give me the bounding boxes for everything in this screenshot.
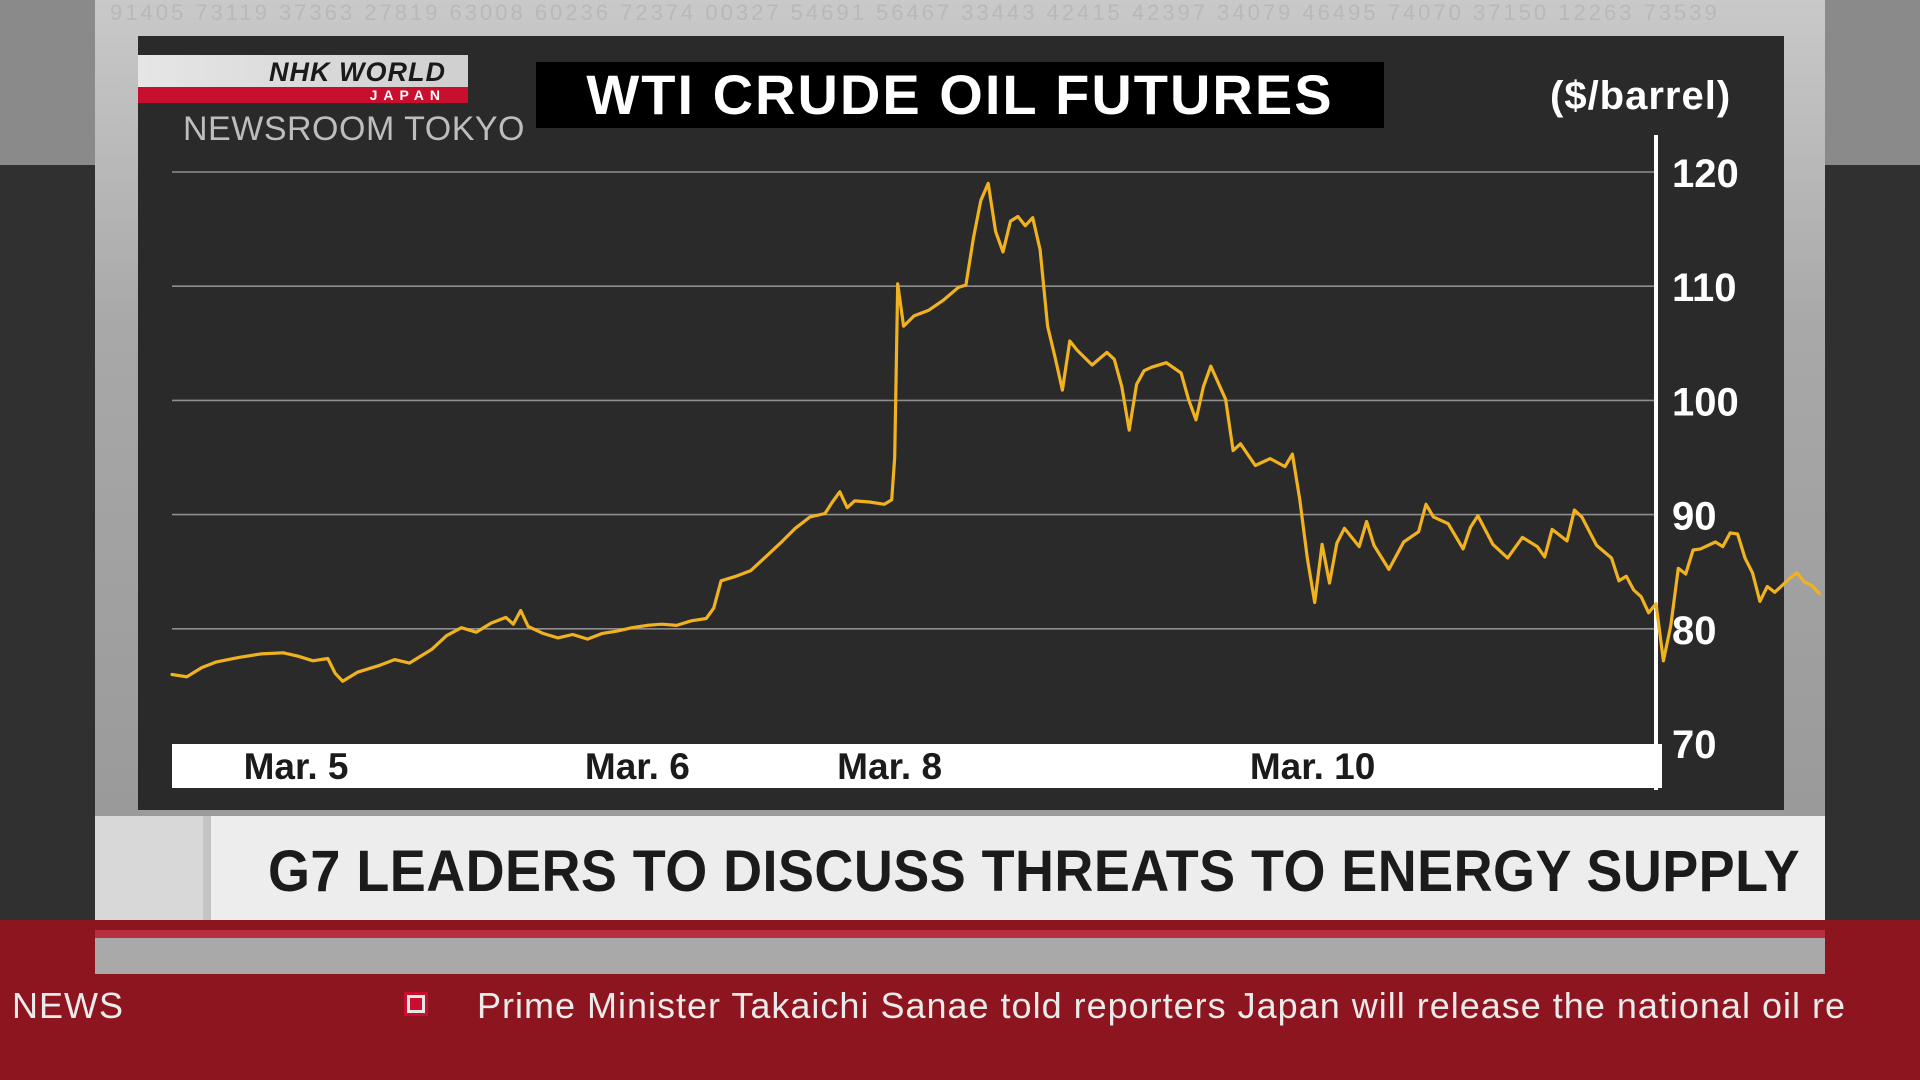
program-name: NEWSROOM TOKYO bbox=[183, 110, 526, 148]
price-line bbox=[170, 181, 1821, 683]
headline-strip bbox=[95, 816, 211, 930]
news-ticker-text: Prime Minister Takaichi Sanae told repor… bbox=[477, 985, 1846, 1026]
x-tick-label: Mar. 8 bbox=[837, 746, 942, 787]
news-bullet-icon bbox=[404, 992, 428, 1016]
x-tick-label: Mar. 6 bbox=[585, 746, 690, 787]
logo-top-band bbox=[138, 55, 468, 87]
logo-text: NHK WORLD bbox=[269, 57, 446, 87]
headline-bar bbox=[95, 816, 1825, 930]
news-ticker-band bbox=[95, 938, 1825, 974]
news-bullet-dot bbox=[410, 998, 422, 1010]
y-tick-label: 120 bbox=[1672, 152, 1739, 196]
y-tick-label: 110 bbox=[1672, 266, 1737, 310]
x-tick-label: Mar. 5 bbox=[244, 746, 349, 787]
y-tick-label: 100 bbox=[1672, 380, 1739, 424]
y-tick-label: 90 bbox=[1672, 495, 1717, 539]
chart-title: WTI CRUDE OIL FUTURES bbox=[536, 62, 1384, 128]
headline-text: G7 LEADERS TO DISCUSS THREATS TO ENERGY … bbox=[268, 839, 1801, 904]
chart-unit: ($/barrel) bbox=[1550, 74, 1732, 118]
news-ticker-line bbox=[95, 930, 1825, 938]
y-tick-label: 70 bbox=[1672, 723, 1717, 767]
y-tick-label: 80 bbox=[1672, 609, 1717, 653]
logo-subtext: JAPAN bbox=[369, 87, 446, 103]
headline-divider bbox=[203, 816, 211, 930]
logo-red-band bbox=[138, 87, 468, 103]
nhk-world-logo: NHK WORLD JAPAN bbox=[138, 55, 468, 103]
chart-panel bbox=[138, 36, 1784, 810]
news-label: NEWS bbox=[12, 985, 124, 1026]
background-numbers: 91405 73119 37363 27819 63008 60236 7237… bbox=[110, 0, 1720, 25]
x-axis-band bbox=[172, 744, 1662, 788]
x-tick-label: Mar. 10 bbox=[1250, 746, 1375, 787]
